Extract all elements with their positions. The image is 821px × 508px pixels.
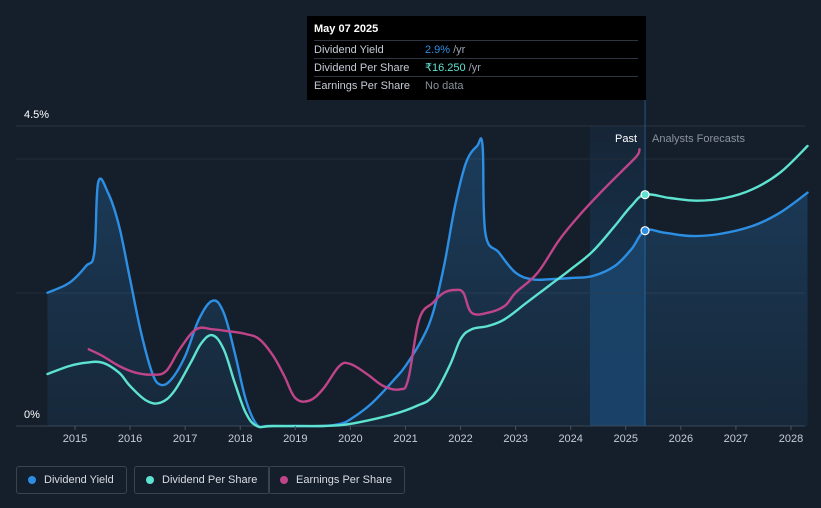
y-tick-label-top: 4.5%: [24, 109, 49, 121]
legend-label: Dividend Per Share: [162, 474, 258, 486]
x-tick-label: 2017: [173, 433, 197, 445]
x-tick-label: 2018: [228, 433, 252, 445]
tooltip-label: Dividend Yield: [314, 43, 384, 56]
x-tick-label: 2028: [779, 433, 803, 445]
x-tick-label: 2019: [283, 433, 307, 445]
legend-label: Earnings Per Share: [296, 474, 392, 486]
chart-tooltip: May 07 2025 Dividend Yield 2.9% /yr Divi…: [307, 16, 646, 100]
tooltip-row-earnings-per-share: Earnings Per Share No data: [314, 76, 638, 94]
tooltip-date: May 07 2025: [314, 23, 379, 35]
legend-item-earnings-per-share[interactable]: Earnings Per Share: [268, 466, 405, 494]
x-tick-label: 2027: [724, 433, 748, 445]
legend-dot-icon: [146, 476, 154, 484]
dividend-yield-line: [46, 137, 809, 429]
forecast-label: Analysts Forecasts: [652, 133, 745, 145]
legend-dot-icon: [28, 476, 36, 484]
legend-item-dividend-per-share[interactable]: Dividend Per Share: [134, 466, 271, 494]
x-tick-label: 2024: [558, 433, 582, 445]
tooltip-row-dividend-per-share: Dividend Per Share ₹16.250 /yr: [314, 58, 638, 76]
tooltip-row-dividend-yield: Dividend Yield 2.9% /yr: [314, 40, 638, 58]
x-tick-label: 2025: [614, 433, 638, 445]
legend-item-dividend-yield[interactable]: Dividend Yield: [16, 466, 127, 494]
tooltip-unit: /yr: [468, 61, 481, 74]
dividend-yield-area: [47, 138, 808, 428]
past-label: Past: [615, 133, 637, 145]
x-tick-label: 2023: [503, 433, 527, 445]
x-tick-label: 2015: [63, 433, 87, 445]
x-tick-label: 2020: [338, 433, 362, 445]
tooltip-value: 2.9%: [425, 43, 451, 56]
x-tick-label: 2021: [393, 433, 417, 445]
dividend-yield-marker[interactable]: [640, 226, 650, 236]
tooltip-unit: /yr: [453, 43, 466, 56]
x-tick-label: 2016: [118, 433, 142, 445]
tooltip-value: No data: [425, 79, 464, 92]
legend-label: Dividend Yield: [44, 474, 114, 486]
y-tick-label-zero: 0%: [24, 409, 40, 421]
x-axis: 2015 2016 2017 2018 2019 2020 2021 2022 2023 2024…: [63, 426, 803, 445]
tooltip-label: Earnings Per Share: [314, 79, 410, 92]
x-tick-label: 2022: [448, 433, 472, 445]
tooltip-value: ₹16.250: [425, 62, 466, 74]
tooltip-label: Dividend Per Share: [314, 61, 410, 74]
x-tick-label: 2026: [669, 433, 693, 445]
series-layer: [46, 137, 809, 429]
dividend-per-share-marker[interactable]: [640, 190, 650, 200]
earnings-per-share-line: [87, 148, 641, 403]
legend-dot-icon: [280, 476, 288, 484]
dividend-per-share-line: [46, 144, 809, 429]
